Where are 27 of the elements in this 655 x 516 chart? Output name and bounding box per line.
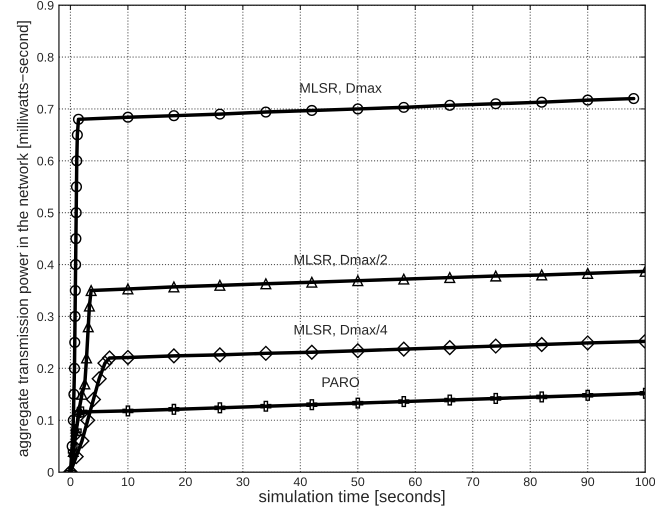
y-tick-label: 0.9 [37,0,54,10]
y-tick-label: 0.8 [37,52,54,62]
y-axis-title: aggregate transmission power in the network [milliwatts−second] [16,21,32,456]
x-tick-label: 70 [466,477,480,486]
series-label: MLSR, Dmax/4 [294,324,388,336]
x-axis-title: simulation time [seconds] [258,490,444,506]
x-tick-label: 50 [351,477,364,486]
x-tick-label: 30 [236,477,250,486]
y-tick-label: 0.1 [37,416,54,425]
y-tick-label: 0.5 [37,208,54,218]
y-tick-label: 0.3 [37,312,54,322]
series-label: MLSR, Dmax [300,83,382,95]
y-tick-label: 0.7 [37,104,54,114]
x-tick-label: 40 [294,477,307,486]
y-tick-label: 0.6 [37,156,54,166]
series-label: PARO [322,377,360,388]
x-tick-label: 90 [581,477,594,486]
x-tick-label: 0 [67,477,74,486]
y-tick-label: 0.4 [37,260,54,270]
x-tick-label: 10 [122,477,134,486]
series-label: MLSR, Dmax/2 [294,254,387,266]
x-tick-label: 80 [524,477,537,486]
x-tick-label: 20 [179,477,192,486]
x-tick-label: 60 [408,477,422,486]
y-tick-label: 0 [48,468,54,477]
x-tick-label: 100 [636,477,655,486]
y-tick-label: 0.2 [37,364,54,374]
